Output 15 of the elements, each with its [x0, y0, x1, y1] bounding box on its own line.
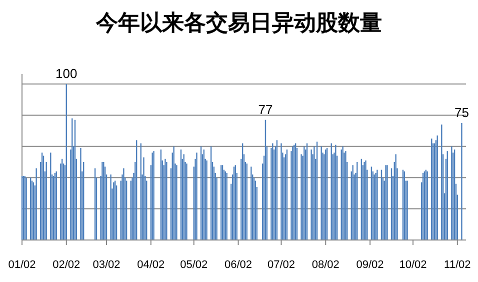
x-tick-label: 02/02	[52, 259, 80, 271]
data-label: 100	[56, 66, 78, 81]
x-tick-label: 11/02	[444, 259, 471, 271]
x-tick-label: 08/02	[312, 259, 340, 271]
x-tick-label: 01/02	[8, 259, 36, 271]
title: 今年以来各交易日异动股数量	[96, 10, 382, 35]
x-tick-label: 09/02	[356, 259, 384, 271]
x-tick-label: 03/02	[92, 259, 120, 271]
data-label: 75	[454, 105, 469, 120]
x-tick-label: 10/02	[399, 259, 427, 271]
x-tick-label: 05/02	[180, 259, 208, 271]
x-tick-label: 06/02	[224, 259, 252, 271]
data-label: 77	[258, 102, 273, 117]
x-tick-label: 04/02	[137, 259, 165, 271]
x-tick-label: 07/02	[267, 259, 296, 271]
